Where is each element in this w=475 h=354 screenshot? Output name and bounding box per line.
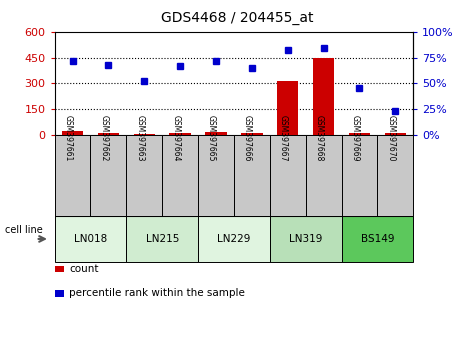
Text: GDS4468 / 204455_at: GDS4468 / 204455_at <box>161 11 314 25</box>
Bar <box>205 132 227 135</box>
Text: GSM397668: GSM397668 <box>314 115 323 162</box>
Bar <box>198 216 270 262</box>
Bar <box>170 133 191 135</box>
Text: count: count <box>69 264 98 274</box>
Text: percentile rank within the sample: percentile rank within the sample <box>69 289 245 298</box>
Bar <box>126 135 162 216</box>
Bar <box>62 131 83 135</box>
Bar <box>349 133 370 135</box>
Text: LN215: LN215 <box>145 234 179 244</box>
Bar <box>55 266 64 272</box>
Bar <box>198 135 234 216</box>
Bar <box>342 135 378 216</box>
Text: GSM397663: GSM397663 <box>135 115 144 162</box>
Bar <box>126 216 198 262</box>
Bar <box>133 134 155 135</box>
Bar <box>306 135 342 216</box>
Text: GSM397669: GSM397669 <box>351 115 360 162</box>
Text: GSM397665: GSM397665 <box>207 115 216 162</box>
Text: GSM397662: GSM397662 <box>99 115 108 162</box>
Text: LN229: LN229 <box>217 234 251 244</box>
Text: cell line: cell line <box>5 225 42 235</box>
Bar <box>55 135 91 216</box>
Bar <box>234 135 270 216</box>
Bar <box>270 216 342 262</box>
Bar <box>385 133 406 135</box>
Text: GSM397670: GSM397670 <box>386 115 395 162</box>
Text: GSM397667: GSM397667 <box>279 115 288 162</box>
Bar <box>277 81 298 135</box>
Bar <box>98 133 119 135</box>
Bar <box>270 135 306 216</box>
Text: GSM397664: GSM397664 <box>171 115 180 162</box>
Bar <box>55 216 126 262</box>
Bar <box>313 57 334 135</box>
Bar <box>342 216 413 262</box>
Text: GSM397666: GSM397666 <box>243 115 252 162</box>
Bar <box>162 135 198 216</box>
Text: GSM397661: GSM397661 <box>64 115 73 162</box>
Bar <box>55 290 64 297</box>
Text: BS149: BS149 <box>361 234 394 244</box>
Bar <box>241 133 263 135</box>
Text: LN319: LN319 <box>289 234 323 244</box>
Text: LN018: LN018 <box>74 234 107 244</box>
Bar <box>91 135 126 216</box>
Bar <box>378 135 413 216</box>
